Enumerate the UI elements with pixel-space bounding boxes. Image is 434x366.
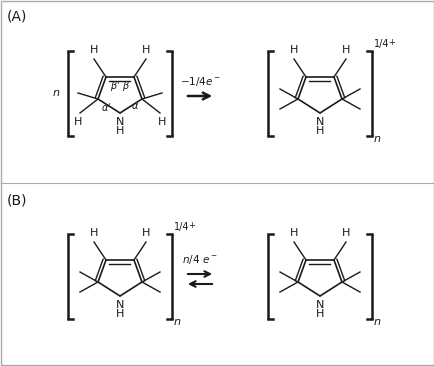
Text: H: H bbox=[141, 228, 150, 238]
Text: H: H bbox=[341, 228, 349, 238]
Text: $\beta$': $\beta$' bbox=[110, 79, 120, 93]
Text: 1/4: 1/4 bbox=[174, 222, 189, 232]
Text: H: H bbox=[289, 228, 297, 238]
Text: N: N bbox=[115, 117, 124, 127]
Text: H: H bbox=[158, 117, 166, 127]
Text: H: H bbox=[115, 309, 124, 319]
Text: H: H bbox=[289, 45, 297, 55]
Text: $n/4\ e^-$: $n/4\ e^-$ bbox=[182, 253, 217, 266]
Text: n: n bbox=[53, 89, 60, 98]
Text: N: N bbox=[315, 117, 323, 127]
Text: (A): (A) bbox=[7, 10, 27, 24]
Text: H: H bbox=[115, 126, 124, 136]
Text: N: N bbox=[315, 300, 323, 310]
Text: n: n bbox=[174, 317, 181, 327]
Text: H: H bbox=[74, 117, 82, 127]
Text: $\beta$: $\beta$ bbox=[122, 79, 130, 93]
Text: H: H bbox=[89, 45, 98, 55]
Text: H: H bbox=[141, 45, 150, 55]
Text: $-1/4e^-$: $-1/4e^-$ bbox=[179, 75, 220, 88]
Text: N: N bbox=[115, 300, 124, 310]
Text: 1/4: 1/4 bbox=[373, 39, 388, 49]
Text: H: H bbox=[315, 309, 323, 319]
Text: $\alpha$': $\alpha$' bbox=[101, 101, 111, 113]
Text: n: n bbox=[373, 134, 380, 144]
Text: $\alpha$: $\alpha$ bbox=[130, 101, 139, 111]
Text: H: H bbox=[315, 126, 323, 136]
Text: +: + bbox=[187, 221, 194, 230]
Text: H: H bbox=[89, 228, 98, 238]
Text: n: n bbox=[373, 317, 380, 327]
Text: (B): (B) bbox=[7, 193, 27, 207]
Text: H: H bbox=[341, 45, 349, 55]
Text: +: + bbox=[387, 38, 394, 47]
